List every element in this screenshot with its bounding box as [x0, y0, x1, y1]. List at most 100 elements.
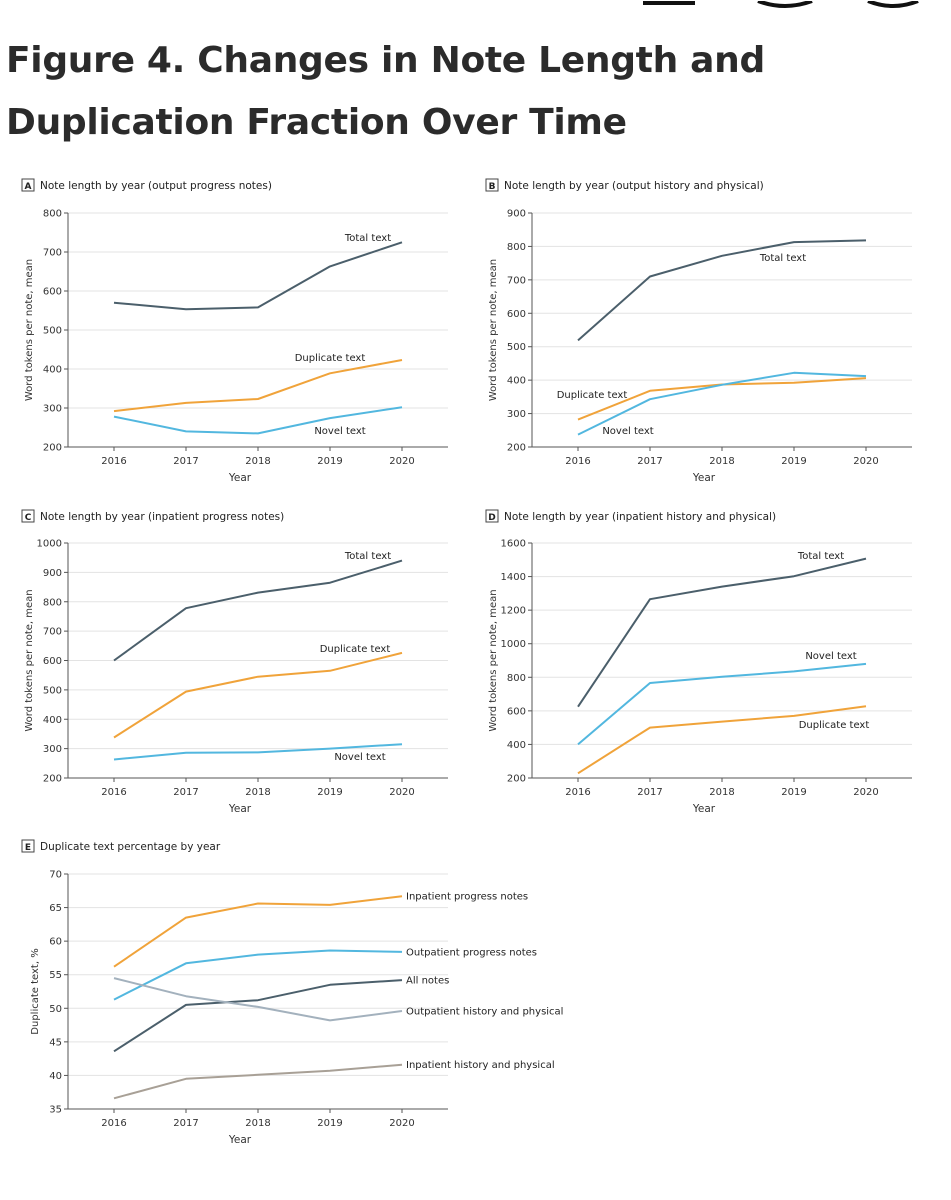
x-tick-label: 2019 — [317, 787, 342, 798]
y-tick-label: 1200 — [501, 606, 526, 617]
y-tick-label: 45 — [49, 1037, 62, 1048]
top-toolbar-edge — [0, 0, 951, 14]
series-label-total-text: Total text — [797, 551, 844, 562]
series-line-duplicate-text — [577, 705, 867, 775]
chart-panel-a: A Note length by year (output progress no… — [21, 178, 448, 484]
y-tick-label: 35 — [49, 1105, 62, 1116]
y-tick-label: 55 — [49, 970, 62, 981]
panel-letter: E — [25, 843, 31, 853]
y-tick-label: 500 — [43, 685, 62, 696]
series-label-total-text: Total text — [759, 253, 806, 264]
y-tick-label: 1600 — [501, 539, 526, 550]
x-tick-label: 2019 — [781, 456, 806, 467]
series-line-inpatient-progress-notes — [113, 895, 403, 968]
panel-letter-box — [21, 178, 35, 192]
x-tick-label: 2020 — [389, 787, 414, 798]
panel-letter-box — [21, 509, 35, 523]
x-tick-label: 2019 — [781, 787, 806, 798]
chart-panel-e: E Duplicate text percentage by year 35 40 45… — [21, 839, 563, 1146]
series-label-outpatient-progress-notes: Outpatient progress notes — [406, 947, 537, 958]
y-axis-label: Word tokens per note, mean — [488, 589, 499, 731]
panel-letter-box — [21, 839, 35, 853]
x-axis-label: Year — [692, 803, 716, 815]
x-tick-label: 2017 — [637, 787, 662, 798]
x-tick-label: 2018 — [245, 1118, 270, 1129]
x-tick-label: 2016 — [565, 456, 590, 467]
x-tick-label: 2017 — [173, 1118, 198, 1129]
toolbar-icons-fragment — [643, 0, 919, 8]
series-line-total-text — [113, 559, 403, 662]
x-tick-label: 2017 — [637, 456, 662, 467]
y-tick-label: 1400 — [501, 572, 526, 583]
x-tick-label: 2019 — [317, 456, 342, 467]
y-tick-label: 200 — [507, 774, 526, 785]
y-tick-label: 600 — [507, 309, 526, 320]
panel-letter-box — [485, 509, 499, 523]
x-tick-label: 2020 — [389, 1118, 414, 1129]
x-axis-label: Year — [692, 472, 716, 484]
series-line-total-text — [577, 557, 867, 708]
figure-title: Figure 4. Changes in Note Length and Dup… — [6, 40, 765, 143]
series-label-novel-text: Novel text — [334, 752, 385, 763]
series-label-duplicate-text: Duplicate text — [799, 720, 870, 731]
y-tick-label: 600 — [507, 706, 526, 717]
series-line-duplicate-text — [113, 651, 403, 739]
panel-letter: B — [489, 182, 496, 192]
y-tick-label: 500 — [507, 342, 526, 353]
x-tick-label: 2018 — [245, 456, 270, 467]
chart-panel-c: C Note length by year (inpatient progress… — [21, 509, 448, 815]
series-label-total-text: Total text — [344, 233, 391, 244]
series-line-all-notes — [113, 979, 403, 1053]
series-line-duplicate-text — [113, 359, 403, 413]
y-tick-label: 70 — [49, 870, 62, 881]
x-axis-label: Year — [228, 472, 252, 484]
panel-letter: C — [25, 513, 32, 523]
panel-title: Note length by year (inpatient progress … — [40, 511, 284, 523]
y-tick-label: 300 — [43, 744, 62, 755]
series-label-outpatient-history-and-physical: Outpatient history and physical — [406, 1006, 563, 1017]
x-tick-label: 2016 — [565, 787, 590, 798]
y-tick-label: 600 — [43, 287, 62, 298]
y-tick-label: 200 — [43, 443, 62, 454]
x-tick-label: 2020 — [389, 456, 414, 467]
series-line-outpatient-history-and-physical — [113, 977, 403, 1022]
series-line-novel-text — [113, 406, 403, 435]
panel-title: Note length by year (inpatient history a… — [504, 511, 776, 523]
y-tick-label: 700 — [507, 275, 526, 286]
chart-panel-d: D Note length by year (inpatient history … — [485, 509, 912, 815]
y-tick-label: 400 — [507, 376, 526, 387]
x-tick-label: 2018 — [245, 787, 270, 798]
y-tick-label: 700 — [43, 248, 62, 259]
x-tick-label: 2020 — [853, 787, 878, 798]
x-axis-label: Year — [228, 803, 252, 815]
y-tick-label: 800 — [507, 242, 526, 253]
y-tick-label: 1000 — [37, 539, 62, 550]
panel-letter: D — [488, 513, 495, 523]
chart-panel-b: B Note length by year (output history and… — [485, 178, 912, 484]
y-tick-label: 800 — [43, 597, 62, 608]
series-label-inpatient-progress-notes: Inpatient progress notes — [406, 892, 528, 903]
series-label-duplicate-text: Duplicate text — [320, 644, 391, 655]
y-tick-label: 65 — [49, 903, 62, 914]
panel-title: Note length by year (output history and … — [504, 180, 764, 192]
series-label-novel-text: Novel text — [805, 651, 856, 662]
panel-title: Note length by year (output progress not… — [40, 180, 272, 192]
y-tick-label: 500 — [43, 326, 62, 337]
series-line-novel-text — [577, 662, 867, 746]
x-tick-label: 2018 — [709, 456, 734, 467]
x-tick-label: 2017 — [173, 456, 198, 467]
y-axis-label: Word tokens per note, mean — [24, 259, 35, 401]
series-label-inpatient-history-and-physical: Inpatient history and physical — [406, 1060, 555, 1071]
x-tick-label: 2020 — [853, 456, 878, 467]
series-line-novel-text — [113, 743, 403, 761]
series-label-novel-text: Novel text — [602, 426, 653, 437]
x-tick-label: 2018 — [709, 787, 734, 798]
y-tick-label: 50 — [49, 1004, 62, 1015]
series-line-inpatient-history-and-physical — [113, 1063, 403, 1100]
series-line-outpatient-progress-notes — [113, 949, 403, 1001]
y-axis-label: Duplicate text, % — [30, 948, 41, 1034]
series-label-novel-text: Novel text — [314, 426, 365, 437]
x-axis-label: Year — [228, 1134, 252, 1146]
x-tick-label: 2017 — [173, 787, 198, 798]
